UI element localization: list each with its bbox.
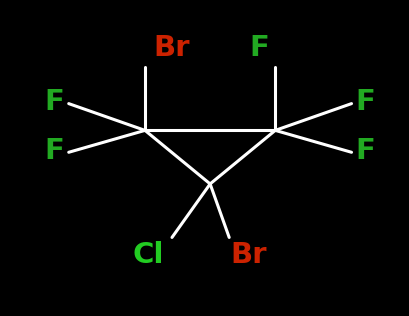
Text: F: F xyxy=(355,137,375,165)
Text: Cl: Cl xyxy=(132,241,164,269)
Text: Br: Br xyxy=(153,34,189,62)
Text: F: F xyxy=(45,137,65,165)
Text: F: F xyxy=(248,34,268,62)
Text: F: F xyxy=(45,88,65,116)
Text: F: F xyxy=(355,88,375,116)
Text: Br: Br xyxy=(230,241,267,269)
